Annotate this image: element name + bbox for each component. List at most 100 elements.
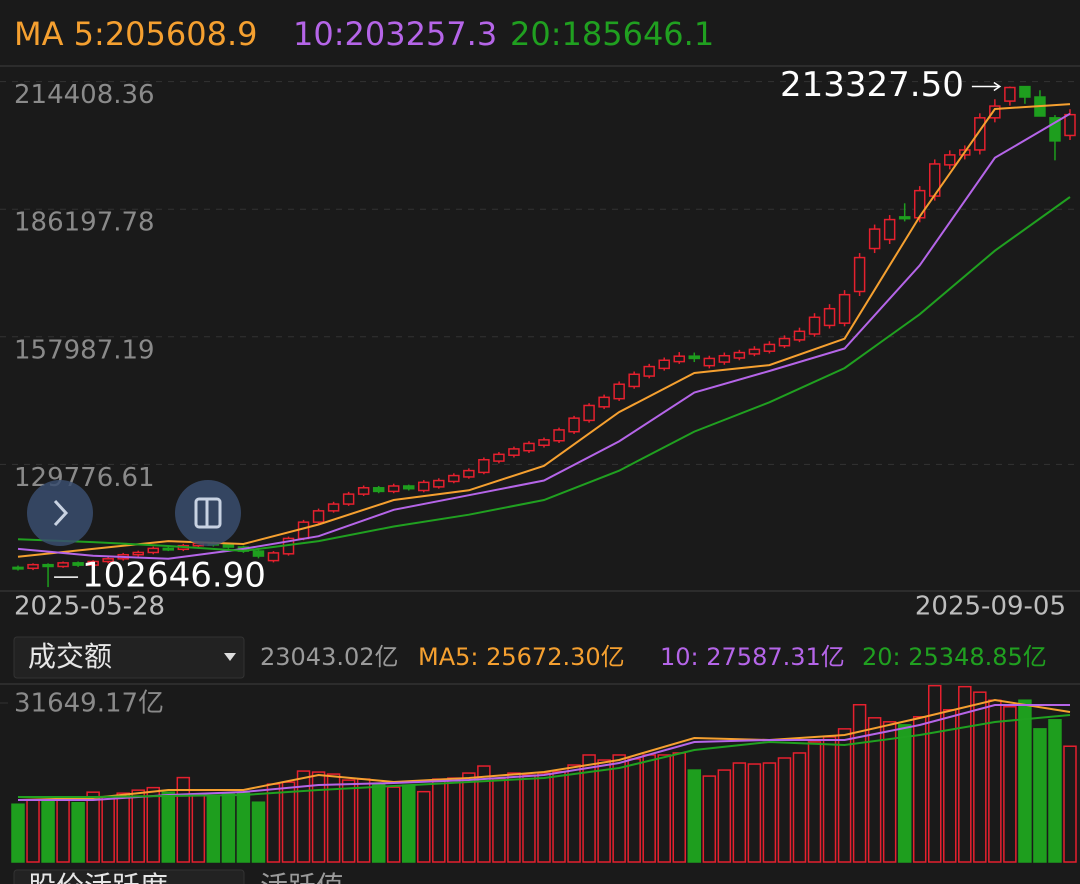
scroll-button[interactable]: [27, 480, 93, 546]
candle-body: [463, 469, 475, 478]
volume-bar: [206, 794, 221, 863]
volume-bar: [897, 724, 912, 863]
candle-body: [342, 493, 355, 505]
candle-body: [613, 383, 625, 400]
volume-bar: [221, 793, 236, 863]
volume-bar: [927, 684, 942, 863]
volume-bar: [131, 789, 145, 863]
volume-bar: [792, 752, 807, 863]
legend-entry: 10:203257.3: [293, 15, 497, 53]
volume-bar: [822, 736, 837, 863]
candle-body: [402, 485, 415, 490]
volume-bar: [432, 778, 446, 863]
grid-layer: [0, 81, 1080, 704]
volume-bar: [522, 774, 536, 863]
candle-body: [583, 404, 595, 422]
candle-body: [944, 154, 956, 166]
volume-bar: [341, 779, 356, 863]
volume-bar: [507, 772, 521, 863]
candle-body: [673, 355, 686, 363]
volume-bar: [326, 773, 341, 863]
legend-entry: 20:185646.1: [510, 15, 714, 53]
candle-body: [478, 458, 490, 474]
candle-body: [838, 293, 851, 324]
candle-body: [252, 550, 265, 557]
annotation-label: 102646.90: [82, 556, 266, 596]
candle-body: [102, 558, 114, 563]
x-axis-label: 2025-05-28: [14, 592, 165, 622]
candle-body: [778, 337, 791, 347]
tab[interactable]: 活跃值: [260, 870, 344, 884]
moving-average-line: [17, 196, 1071, 552]
volume-bar: [988, 699, 1002, 863]
volume-bar: [567, 764, 581, 863]
legend-entry: 10: 27587.31亿: [660, 643, 845, 671]
current-volume: 23043.02亿: [260, 643, 399, 671]
volume-bar: [687, 769, 702, 863]
candle-body: [523, 442, 535, 452]
volume-bar: [552, 770, 566, 863]
candle-body: [658, 359, 670, 370]
volume-bar: [597, 759, 611, 863]
volume-bar: [777, 757, 792, 863]
indicator-dropdown[interactable]: [13, 636, 245, 679]
moving-average-line: [18, 704, 1070, 801]
volume-bar: [251, 801, 266, 863]
volume-bar: [296, 770, 311, 863]
candle-body: [808, 316, 821, 335]
volume-bar: [1018, 699, 1032, 863]
volume-bar: [401, 784, 416, 863]
volume-bar: [837, 728, 852, 863]
volume-bar: [462, 772, 476, 863]
candle-body: [628, 373, 640, 388]
candle-body: [1049, 117, 1061, 142]
volume-bar: [973, 691, 987, 863]
volume-bar: [672, 752, 687, 863]
legend-entry: 20: 25348.85亿: [862, 643, 1047, 671]
candle-body: [12, 566, 24, 570]
candle-body: [853, 256, 866, 293]
volume-bar: [191, 793, 206, 863]
volume-bar: [732, 762, 747, 863]
volume-bar: [702, 775, 717, 863]
volume-bar: [266, 783, 281, 863]
volume-bar: [176, 776, 191, 863]
volume-bar: [71, 801, 85, 863]
candle-body: [718, 354, 731, 363]
candle-body: [57, 562, 69, 568]
legend-entry: MA 5:205608.9: [14, 15, 258, 53]
volume-bar: [477, 765, 491, 863]
volume-bar: [101, 795, 115, 863]
volume-bar: [386, 786, 401, 863]
volume-bar: [882, 721, 897, 863]
candle-body: [1019, 85, 1031, 98]
tab-box[interactable]: [13, 869, 245, 884]
volume-bar: [912, 716, 927, 863]
annotation-label: 213327.50: [780, 65, 964, 105]
candle-body: [763, 343, 776, 352]
volume-bar: [447, 777, 461, 863]
candle-body: [733, 351, 746, 359]
tab[interactable]: 股价活跃度: [28, 870, 168, 884]
volume-bar: [146, 786, 161, 863]
volume-bar: [747, 763, 762, 863]
marks-layer: [11, 85, 1077, 863]
volume-bar: [116, 792, 130, 863]
dropdown-arrow[interactable]: [224, 653, 236, 661]
volume-bar: [717, 769, 732, 863]
candle-body: [538, 439, 550, 447]
candle-body: [883, 218, 896, 241]
dropdown-label[interactable]: 成交额: [28, 640, 112, 673]
volume-bar: [943, 709, 957, 863]
volume-bar: [1003, 706, 1017, 863]
volume-bar: [11, 803, 25, 863]
candle-body: [87, 560, 99, 566]
chevron-icon[interactable]: [53, 499, 69, 527]
candle-body: [357, 487, 370, 495]
candle-body: [312, 510, 325, 523]
candle-body: [387, 485, 400, 493]
candle-body: [147, 547, 160, 554]
volume-bar: [657, 754, 671, 863]
